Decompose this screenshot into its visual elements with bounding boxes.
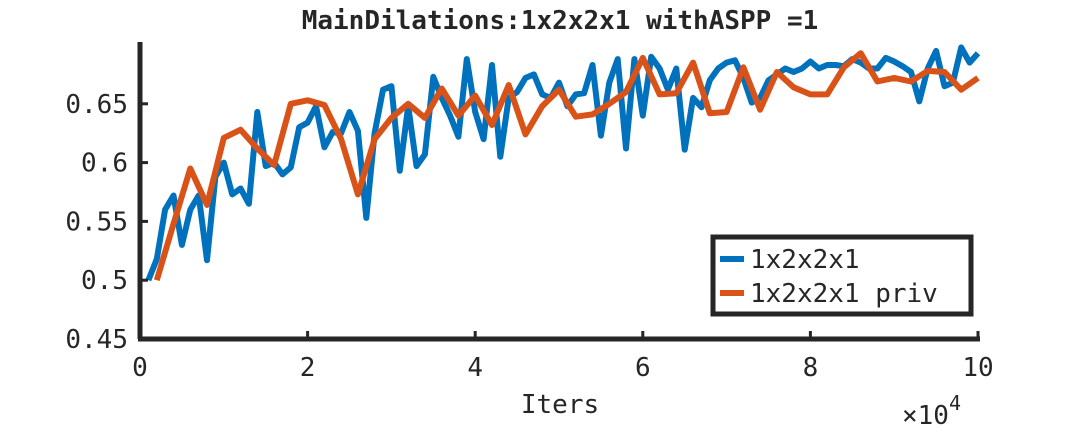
y-tick-label: 0.45 xyxy=(65,325,128,355)
x-axis-exponent-power: 4 xyxy=(949,391,961,415)
x-tick-label: 8 xyxy=(803,353,819,383)
legend-label-1x2x2x1: 1x2x2x1 xyxy=(750,245,860,275)
series-layer xyxy=(145,44,981,282)
tick-layer: 0 2 4 6 8 10 0.45 0.5 0.55 0.6 0.65 xyxy=(65,90,993,383)
y-tick-label: 0.55 xyxy=(65,207,128,237)
x-tick-label: 10 xyxy=(962,353,993,383)
x-tick-label: 4 xyxy=(467,353,483,383)
x-tick-label: 2 xyxy=(300,353,316,383)
legend: 1x2x2x1 1x2x2x1 priv xyxy=(710,234,974,317)
chart-title: MainDilations:1x2x2x1 withASPP =1 xyxy=(302,6,819,36)
x-axis-label: Iters xyxy=(521,390,599,420)
x-tick-label: 0 xyxy=(132,353,148,383)
x-tick-label: 6 xyxy=(635,353,651,383)
legend-label-1x2x2x1-priv: 1x2x2x1 priv xyxy=(750,279,938,309)
y-tick-label: 0.65 xyxy=(65,90,128,120)
y-tick-label: 0.6 xyxy=(81,149,128,179)
x-axis-exponent: ×104 xyxy=(902,391,961,431)
x-axis-exponent-base: ×10 xyxy=(902,401,949,431)
legend-box xyxy=(710,234,974,317)
series-line-1x2x2x1-priv xyxy=(153,50,980,282)
y-tick-label: 0.5 xyxy=(81,266,128,296)
